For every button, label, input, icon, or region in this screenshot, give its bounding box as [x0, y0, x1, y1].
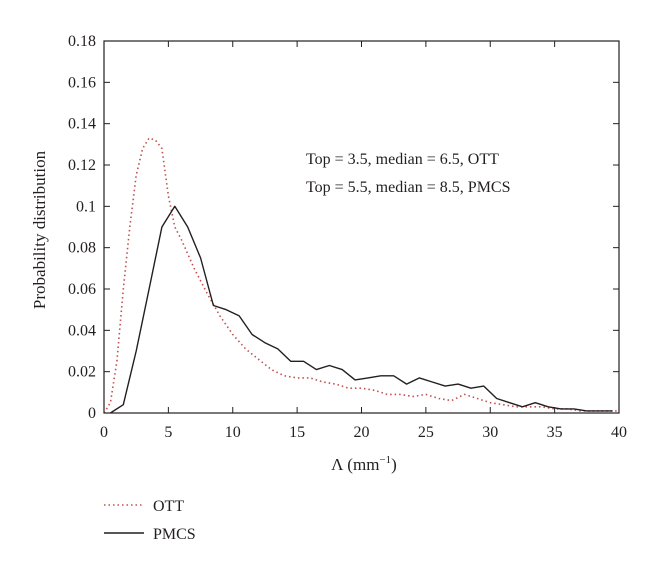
- y-tick-label: 0.04: [68, 322, 96, 339]
- plot-frame: [103, 40, 620, 414]
- x-tick-label: 30: [482, 424, 498, 441]
- y-tick-label: 0.1: [76, 198, 96, 215]
- y-tick-label: 0.14: [68, 116, 96, 133]
- y-tick-label: 0.16: [68, 74, 96, 91]
- annotation-ott: Top = 3.5, median = 6.5, OTT: [306, 151, 499, 168]
- y-tick-label: 0.12: [68, 157, 96, 174]
- x-tick-label: 40: [611, 424, 627, 441]
- legend-label-pmcs: PMCS: [153, 526, 196, 543]
- series-lines: [103, 137, 619, 414]
- y-tick-label: 0.08: [68, 240, 96, 257]
- y-axis-title: Probability distribution: [30, 150, 49, 309]
- x-tick-label: 10: [225, 424, 241, 441]
- plot-area-border: [103, 40, 620, 414]
- x-tick-label: 5: [164, 424, 172, 441]
- y-tick-label: 0.06: [68, 281, 96, 298]
- x-tick-label: 25: [418, 424, 434, 441]
- annotation-pmcs: Top = 5.5, median = 8.5, PMCS: [306, 179, 511, 196]
- x-tick-label: 35: [547, 424, 563, 441]
- legend: OTT PMCS: [104, 498, 196, 543]
- x-tick-label: 20: [354, 424, 370, 441]
- y-tick-label: 0.02: [68, 364, 96, 381]
- y-tick-label: 0: [88, 405, 96, 422]
- legend-label-ott: OTT: [153, 498, 184, 515]
- axis-ticks: 0 5 10 15 20 25 30 35 40 0 0.02 0.04 0.06 0.08 0.1 0.12…: [68, 33, 627, 441]
- x-tick-label: 15: [289, 424, 305, 441]
- y-tick-label: 0.18: [68, 33, 96, 50]
- x-axis-title: Λ (mm−1): [331, 454, 397, 474]
- series-line-pmcs: [110, 205, 613, 414]
- x-tick-label: 0: [100, 424, 108, 441]
